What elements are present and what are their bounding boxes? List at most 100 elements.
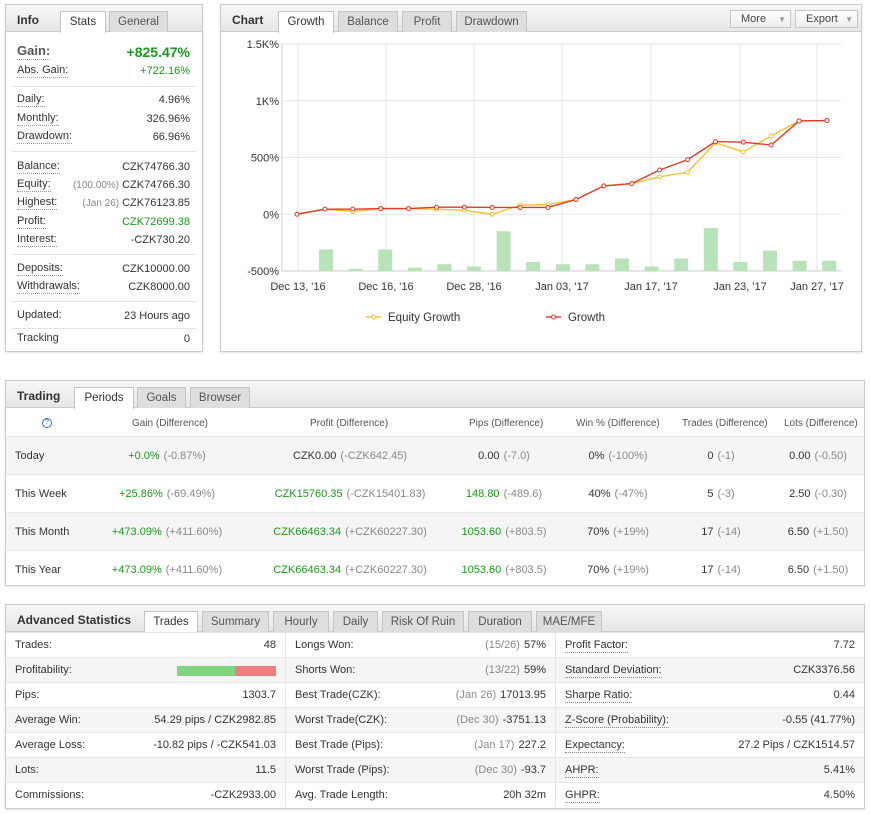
divider bbox=[12, 301, 196, 302]
gain-value: +25.86% bbox=[118, 488, 163, 500]
pips-value: 1053.60 bbox=[461, 526, 502, 538]
profit-value: CZK66463.34 bbox=[273, 564, 342, 576]
stat-value: -0.55 (41.77%) bbox=[782, 708, 855, 733]
lots-cell: 0.00 (-0.50) bbox=[718, 437, 870, 475]
trading-row: This Year +473.09% (+411.60%) CZK66463.34 (+… bbox=[6, 550, 864, 588]
legend-label: Growth bbox=[568, 312, 605, 324]
tab-daily[interactable]: Daily bbox=[333, 611, 378, 632]
stat-label: Best Trade (Pips): bbox=[295, 739, 384, 751]
data-point bbox=[461, 204, 467, 210]
stat-label: Longs Won: bbox=[295, 639, 354, 651]
stat-label: Profit Factor: bbox=[565, 639, 628, 653]
data-point bbox=[322, 206, 328, 212]
growth-chart[interactable]: 1.5K% 1K% 500% 0% -500% Dec 13, '16 Dec 16, '1… bbox=[221, 33, 861, 351]
win-value: 0% bbox=[588, 450, 605, 462]
gain-difference: (+411.60%) bbox=[165, 526, 223, 538]
trades-difference: (-1) bbox=[717, 450, 735, 462]
stat-row: Worst Trade (Pips): (Dec 30) -93.7 bbox=[285, 757, 555, 782]
stat-value: 54.29 pips / CZK2982.85 bbox=[154, 708, 276, 733]
x-tick-label: Dec 16, '16 bbox=[358, 281, 413, 293]
bar bbox=[644, 266, 659, 271]
stat-label: Pips: bbox=[15, 689, 40, 701]
trades-value: 0 bbox=[707, 450, 714, 462]
stat-row: Commissions: -CZK2933.00 bbox=[6, 782, 285, 807]
header-win: Win % (Difference) bbox=[576, 418, 660, 429]
tab-growth[interactable]: Growth bbox=[278, 11, 334, 33]
stat-value-text: 1303.7 bbox=[242, 689, 276, 701]
stat-label: Expectancy: bbox=[565, 739, 625, 753]
balance-value: CZK74766.30 bbox=[122, 161, 190, 173]
profit-cell: CZK15760.35 (-CZK15401.83) bbox=[250, 475, 450, 513]
legend-marker bbox=[551, 314, 556, 320]
bar bbox=[407, 267, 422, 271]
stat-note: (Dec 30) bbox=[474, 764, 517, 776]
tab-general[interactable]: General bbox=[109, 11, 168, 32]
chevron-down-icon: ▼ bbox=[778, 15, 786, 24]
stat-value-text: 7.72 bbox=[833, 639, 855, 651]
lots-cell: 6.50 (+1.50) bbox=[718, 551, 870, 589]
tab-goals[interactable]: Goals bbox=[137, 387, 186, 408]
stat-row: Sharpe Ratio: 0.44 bbox=[555, 682, 864, 707]
profit-label: Profit: bbox=[17, 215, 46, 229]
export-button[interactable]: Export ▼ bbox=[795, 10, 858, 28]
pips-cell: 1053.60 (+803.5) bbox=[404, 551, 604, 589]
x-tick-label: Jan 03, '17 bbox=[535, 281, 588, 293]
x-tick-label: Jan 23, '17 bbox=[713, 281, 766, 293]
stat-value-text: -10.82 pips / -CZK541.03 bbox=[153, 739, 276, 751]
abs-gain-label: Abs. Gain: bbox=[17, 64, 69, 78]
stat-value-text: 5.41% bbox=[823, 764, 855, 776]
info-panel-header: Info Stats General bbox=[6, 5, 202, 33]
lots-difference: (-0.50) bbox=[814, 450, 847, 462]
deposits-value: CZK10000.00 bbox=[122, 263, 190, 275]
stat-value-text: -CZK2933.00 bbox=[210, 789, 276, 801]
tab-stats[interactable]: Stats bbox=[60, 11, 106, 33]
deposits-label: Deposits: bbox=[17, 262, 63, 276]
tab-mae-mfe[interactable]: MAE/MFE bbox=[536, 611, 602, 632]
tab-browser[interactable]: Browser bbox=[190, 387, 250, 408]
tab-balance[interactable]: Balance bbox=[338, 11, 398, 32]
stat-value: CZK3376.56 bbox=[793, 658, 855, 683]
stat-value: (Dec 30) -93.7 bbox=[475, 758, 546, 783]
y-tick-label: 500% bbox=[251, 153, 279, 165]
help-icon[interactable]: ? bbox=[42, 418, 52, 428]
lots-value: 2.50 bbox=[789, 488, 811, 500]
lots-difference: (+1.50) bbox=[813, 564, 849, 576]
tab-drawdown[interactable]: Drawdown bbox=[456, 11, 527, 32]
tab-periods[interactable]: Periods bbox=[74, 387, 134, 409]
tab-risk-of-ruin[interactable]: Risk Of Ruin bbox=[382, 611, 464, 632]
stat-note: (Jan 17) bbox=[474, 739, 515, 751]
gain-difference: (+411.60%) bbox=[165, 564, 223, 576]
pips-difference: (+803.5) bbox=[505, 526, 547, 538]
gain-cell: +0.0% (-0.87%) bbox=[67, 437, 267, 475]
bar bbox=[733, 261, 748, 271]
stat-value: 48 bbox=[264, 633, 276, 658]
highest-value: CZK76123.85 bbox=[122, 197, 190, 209]
chart-panel-title: Chart bbox=[232, 13, 264, 27]
stat-value: (Dec 30) -3751.13 bbox=[456, 708, 546, 733]
advanced-panel-title: Advanced Statistics bbox=[17, 613, 132, 627]
stat-label: Average Loss: bbox=[15, 739, 86, 751]
header-profit: Profit (Difference) bbox=[310, 418, 389, 429]
withdrawals-value: CZK8000.00 bbox=[128, 281, 190, 293]
tab-trades[interactable]: Trades bbox=[144, 611, 198, 633]
daily-label: Daily: bbox=[17, 93, 45, 107]
profit-difference: (-CZK15401.83) bbox=[346, 488, 426, 500]
tab-hourly[interactable]: Hourly bbox=[273, 611, 329, 632]
tracking-label[interactable]: Tracking bbox=[17, 332, 59, 344]
data-point bbox=[378, 206, 384, 212]
stat-value: -10.82 pips / -CZK541.03 bbox=[153, 733, 276, 758]
tab-summary[interactable]: Summary bbox=[202, 611, 269, 632]
stat-value: (Jan 17) 227.2 bbox=[474, 733, 546, 758]
profit-cell: CZK0.00 (-CZK642.45) bbox=[250, 437, 450, 475]
stat-row: Z-Score (Probability): -0.55 (41.77%) bbox=[555, 707, 864, 732]
stat-value-text: 57% bbox=[523, 639, 546, 651]
bar bbox=[703, 227, 718, 271]
stat-row: Avg. Trade Length: 20h 32m bbox=[285, 782, 555, 807]
more-button[interactable]: More ▼ bbox=[730, 10, 791, 28]
bar bbox=[526, 261, 541, 271]
tab-duration[interactable]: Duration bbox=[468, 611, 532, 632]
gain-label: Gain: bbox=[17, 43, 51, 60]
bar bbox=[467, 266, 481, 271]
stat-value-text: 0.44 bbox=[833, 689, 855, 701]
tab-profit[interactable]: Profit bbox=[402, 11, 452, 32]
